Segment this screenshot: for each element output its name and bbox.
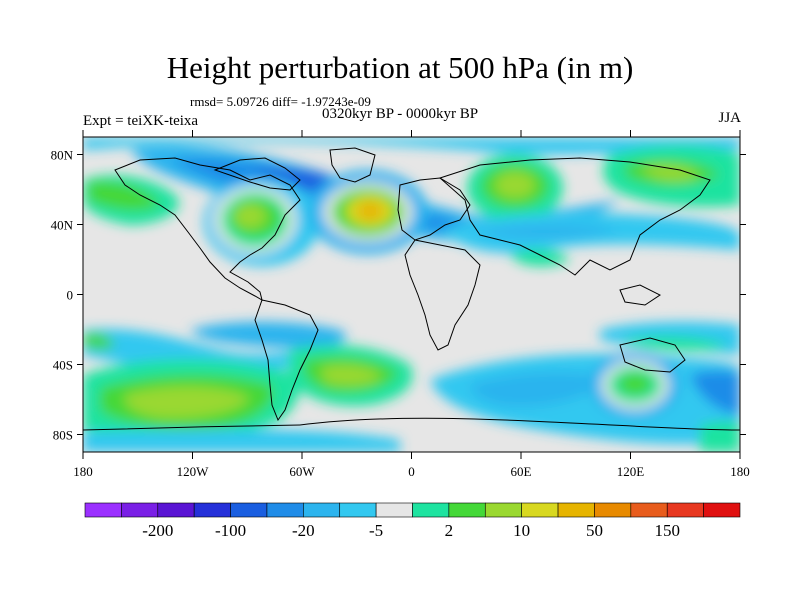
colorbar-swatch (594, 502, 632, 518)
colorbar-label: -20 (292, 521, 315, 540)
colorbar-label: 2 (445, 521, 454, 540)
colorbar-swatch (484, 502, 522, 518)
colorbar-swatch (230, 502, 268, 518)
colorbar-label: 150 (654, 521, 680, 540)
lat-tick-label: 80S (53, 428, 73, 443)
colorbar-swatch (448, 502, 486, 518)
colorbar-swatch (703, 502, 741, 518)
colorbar-swatch (557, 502, 595, 518)
rmsd-diff-stats: rmsd= 5.09726 diff= -1.97243e-09 (190, 94, 371, 109)
lat-tick-label: 40N (51, 218, 74, 233)
colorbar-label: -200 (142, 521, 173, 540)
height-perturbation-field (83, 137, 740, 452)
colorbar-swatch (193, 502, 231, 518)
colorbar-swatch (84, 502, 122, 518)
longitude-ticks: 180 120W 60W 0 60E 120E 180 (73, 130, 750, 479)
colorbar-swatch (303, 502, 341, 518)
colorbar-label: 10 (513, 521, 530, 540)
lon-tick-label: 0 (408, 464, 415, 479)
latitude-ticks: 80N 40N 0 40S 80S (51, 148, 746, 443)
season-label: JJA (718, 110, 741, 126)
lon-tick-label: 120E (617, 464, 645, 479)
colorbar-swatch (375, 502, 413, 518)
colorbar-swatch (630, 502, 668, 518)
lat-tick-label: 0 (67, 288, 74, 303)
lon-tick-label: 60W (289, 464, 315, 479)
period-label: 0320kyr BP - 0000kyr BP (322, 106, 479, 122)
colorbar-swatch (666, 502, 704, 518)
lon-tick-label: 180 (730, 464, 750, 479)
colorbar-label: -100 (215, 521, 246, 540)
lon-tick-label: 180 (73, 464, 93, 479)
colorbar-label: 50 (586, 521, 603, 540)
lat-tick-label: 80N (51, 148, 74, 163)
lon-tick-label: 60E (511, 464, 532, 479)
experiment-label: Expt = teiXK-teixa (83, 113, 199, 129)
coastlines (83, 147, 740, 431)
colorbar-swatch (521, 502, 559, 518)
colorbar-swatch (412, 502, 450, 518)
lat-tick-label: 40S (53, 358, 73, 373)
colorbar-swatch (121, 502, 159, 518)
colorbar-swatch (266, 502, 304, 518)
colorbar-label: -5 (369, 521, 383, 540)
map-title: Height perturbation at 500 hPa (in m) (166, 50, 634, 85)
lon-tick-label: 120W (177, 464, 210, 479)
colorbar-swatch (339, 502, 377, 518)
colorbar-swatch (157, 502, 195, 518)
colorbar: -200 -100 -20 -5 2 10 50 150 (84, 502, 741, 540)
